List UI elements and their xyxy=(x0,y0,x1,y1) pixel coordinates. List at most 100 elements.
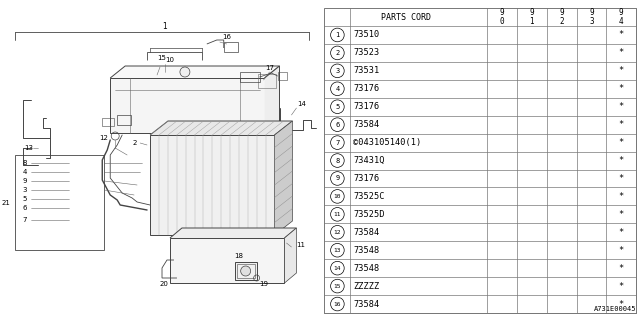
Circle shape xyxy=(331,208,344,221)
Text: 10: 10 xyxy=(166,57,175,63)
Text: 73525D: 73525D xyxy=(353,210,385,219)
Text: *: * xyxy=(618,228,624,237)
Circle shape xyxy=(331,172,344,185)
Text: 12: 12 xyxy=(99,135,108,141)
Text: 73176: 73176 xyxy=(353,174,380,183)
Text: 73510: 73510 xyxy=(353,30,380,39)
Text: 3: 3 xyxy=(335,68,340,74)
Text: 13: 13 xyxy=(333,248,341,253)
Text: 73525C: 73525C xyxy=(353,192,385,201)
Bar xyxy=(324,8,636,313)
Circle shape xyxy=(331,100,344,114)
Bar xyxy=(15,155,104,250)
Circle shape xyxy=(331,64,344,78)
Text: *: * xyxy=(618,66,624,75)
Text: 73584: 73584 xyxy=(353,300,380,308)
Text: A731E00045: A731E00045 xyxy=(593,306,636,312)
Text: 16: 16 xyxy=(333,301,341,307)
Text: *: * xyxy=(618,102,624,111)
Bar xyxy=(110,78,264,133)
Bar xyxy=(170,238,285,283)
Circle shape xyxy=(241,266,251,276)
Text: 4: 4 xyxy=(335,86,340,92)
Text: *: * xyxy=(618,30,624,39)
Text: 73548: 73548 xyxy=(353,264,380,273)
Text: 73548: 73548 xyxy=(353,246,380,255)
Circle shape xyxy=(331,82,344,96)
Text: 11: 11 xyxy=(333,212,341,217)
Text: 21: 21 xyxy=(2,199,11,205)
Text: 8: 8 xyxy=(22,160,27,166)
Text: 1: 1 xyxy=(163,21,168,30)
Text: *: * xyxy=(618,138,624,147)
Polygon shape xyxy=(275,121,292,235)
Text: 6: 6 xyxy=(22,205,27,211)
Text: 17: 17 xyxy=(265,65,274,71)
Circle shape xyxy=(331,297,344,311)
Polygon shape xyxy=(264,66,280,133)
Text: 3: 3 xyxy=(22,187,27,193)
Polygon shape xyxy=(110,66,280,78)
Text: 4: 4 xyxy=(22,169,27,175)
Circle shape xyxy=(331,118,344,132)
Text: 7: 7 xyxy=(335,140,340,146)
Circle shape xyxy=(331,244,344,257)
Text: 14: 14 xyxy=(297,101,306,107)
Text: 13: 13 xyxy=(24,145,33,151)
Circle shape xyxy=(331,46,344,60)
Bar xyxy=(278,72,287,80)
Text: 7: 7 xyxy=(22,217,27,223)
Text: *: * xyxy=(618,300,624,308)
Text: 5: 5 xyxy=(22,196,27,202)
Text: 9
3: 9 3 xyxy=(589,8,594,26)
Text: *: * xyxy=(618,48,624,57)
Text: 5: 5 xyxy=(335,104,340,110)
Text: ©043105140(1): ©043105140(1) xyxy=(353,138,422,147)
Text: 15: 15 xyxy=(157,55,166,61)
Text: *: * xyxy=(618,246,624,255)
Text: *: * xyxy=(618,156,624,165)
Text: 73176: 73176 xyxy=(353,102,380,111)
Text: 2: 2 xyxy=(132,140,137,146)
Text: 1: 1 xyxy=(335,32,340,38)
Circle shape xyxy=(180,67,190,77)
Text: 2: 2 xyxy=(335,50,340,56)
Text: PARTS CORD: PARTS CORD xyxy=(381,12,431,21)
Text: 14: 14 xyxy=(333,266,341,271)
Text: 20: 20 xyxy=(159,281,168,287)
Text: *: * xyxy=(618,210,624,219)
Circle shape xyxy=(331,28,344,42)
Text: 10: 10 xyxy=(333,194,341,199)
Text: *: * xyxy=(618,84,624,93)
Circle shape xyxy=(331,136,344,149)
Text: ZZZZZ: ZZZZZ xyxy=(353,282,380,291)
Text: 9: 9 xyxy=(335,175,340,181)
Text: 16: 16 xyxy=(222,34,231,40)
Text: *: * xyxy=(618,174,624,183)
Text: 73176: 73176 xyxy=(353,84,380,93)
Bar xyxy=(224,42,237,52)
Bar xyxy=(258,74,276,88)
Text: 9
0: 9 0 xyxy=(500,8,504,26)
Text: 73531: 73531 xyxy=(353,66,380,75)
Bar xyxy=(102,118,114,126)
Text: *: * xyxy=(618,264,624,273)
Circle shape xyxy=(331,261,344,275)
Text: *: * xyxy=(618,120,624,129)
Circle shape xyxy=(331,154,344,167)
Text: 73584: 73584 xyxy=(353,228,380,237)
Text: 8: 8 xyxy=(335,157,340,164)
Bar xyxy=(240,72,260,82)
Bar xyxy=(150,135,275,235)
Bar xyxy=(237,264,255,278)
Text: 11: 11 xyxy=(296,242,305,248)
Polygon shape xyxy=(150,121,292,135)
Text: *: * xyxy=(618,192,624,201)
Circle shape xyxy=(331,226,344,239)
Text: 73431Q: 73431Q xyxy=(353,156,385,165)
Text: 6: 6 xyxy=(335,122,340,128)
Text: 19: 19 xyxy=(260,281,269,287)
Text: 73523: 73523 xyxy=(353,48,380,57)
Text: 9
4: 9 4 xyxy=(619,8,623,26)
Bar xyxy=(235,262,257,280)
